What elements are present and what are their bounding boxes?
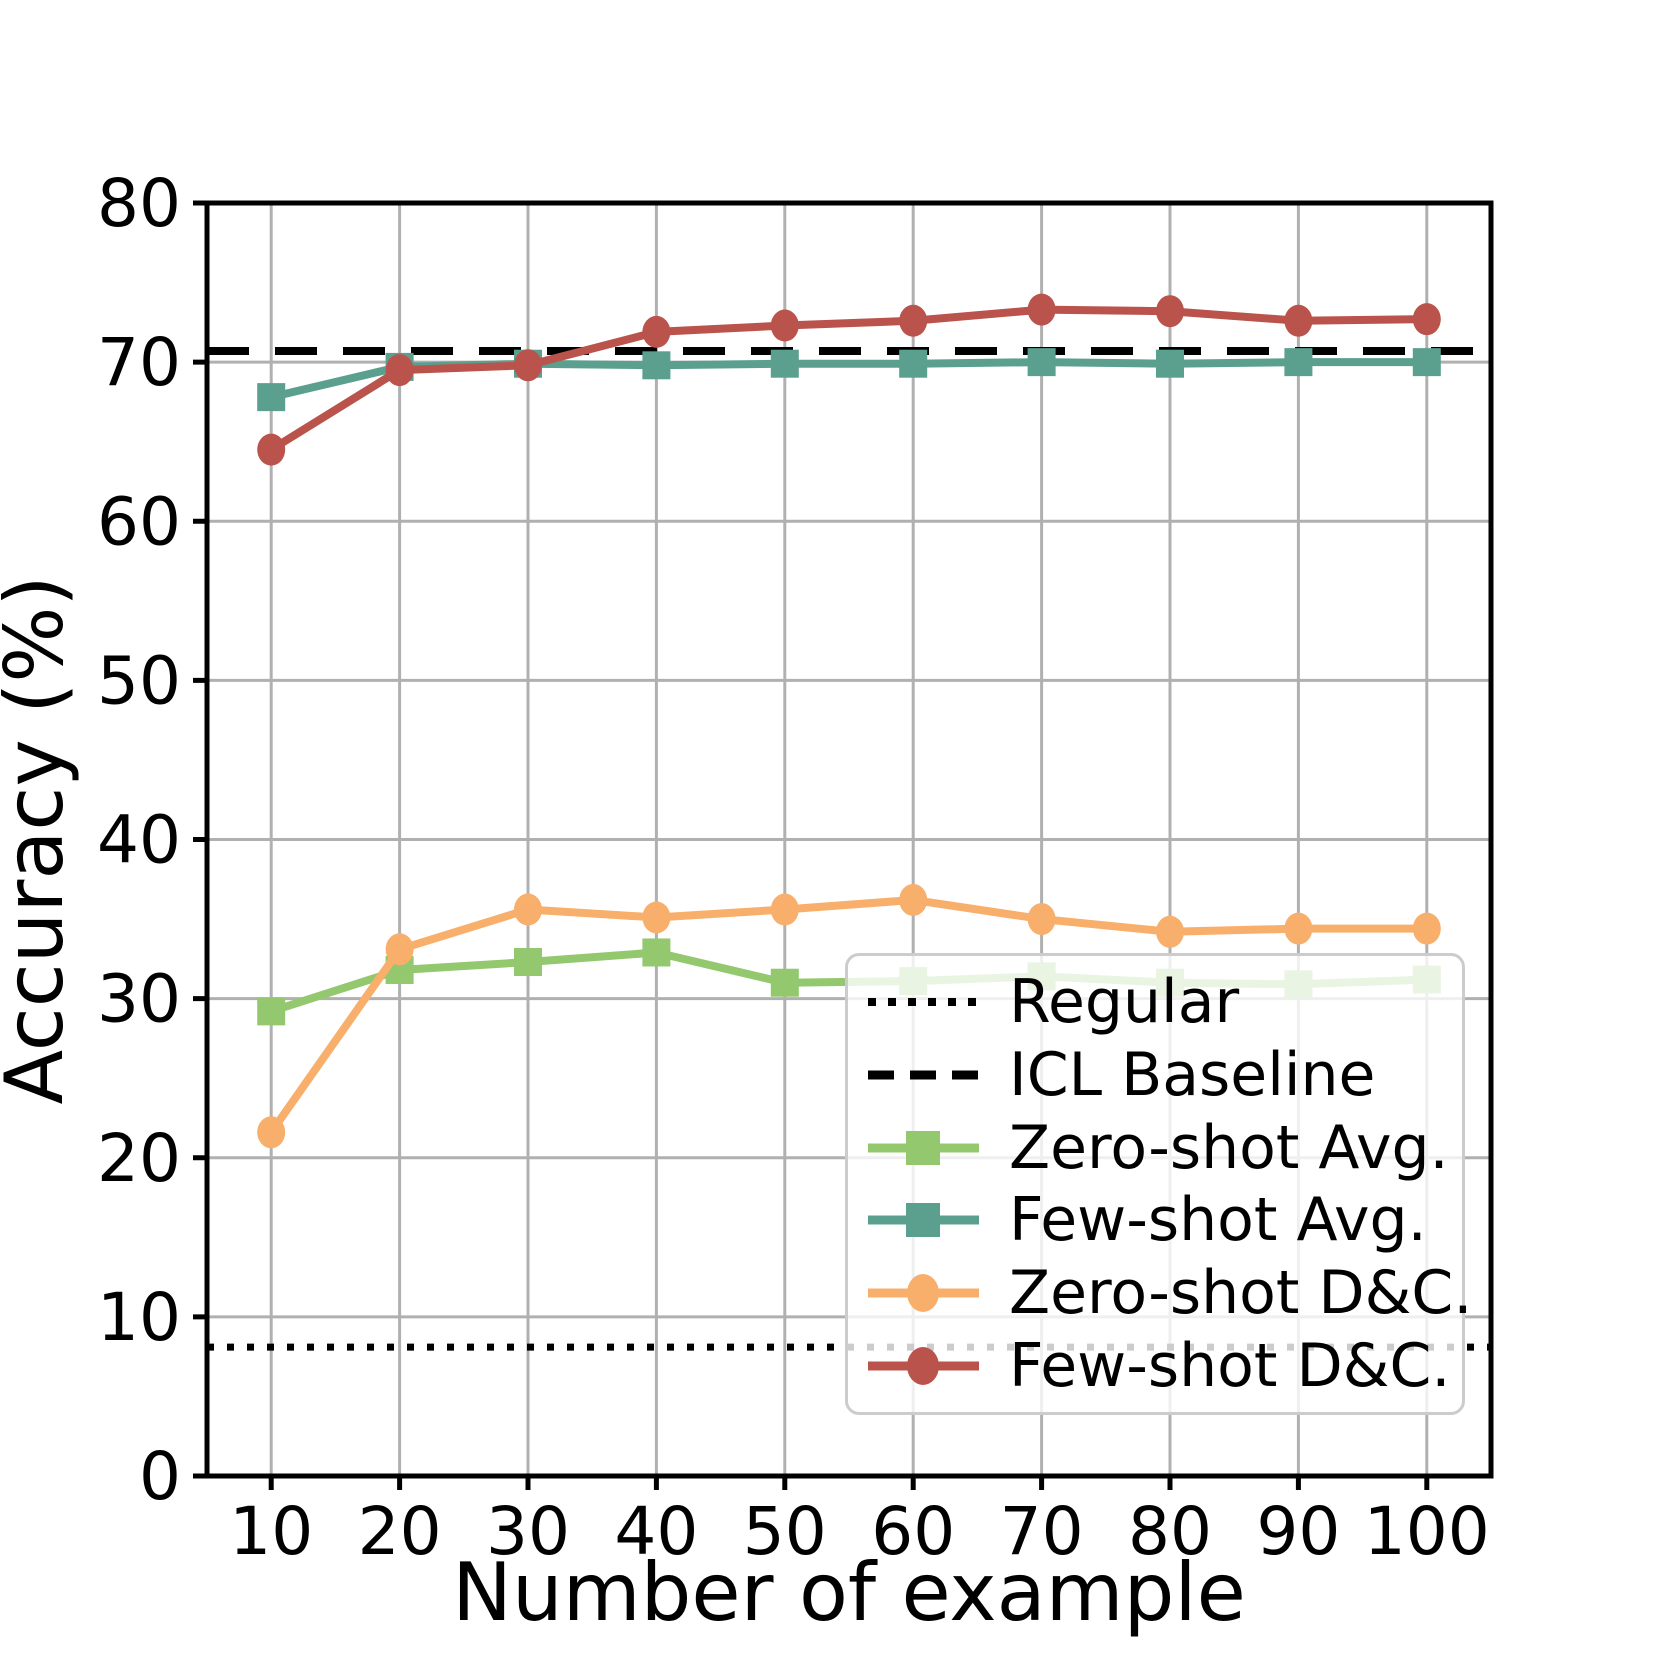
legend: Regular ICL Baseline Zero-shot Avg. Few-… bbox=[845, 953, 1472, 1415]
legend-label: Zero-shot D&C. bbox=[1009, 1257, 1473, 1328]
x-tick-label-20: 20 bbox=[358, 1493, 442, 1570]
circle-marker bbox=[514, 893, 542, 926]
legend-label: Zero-shot Avg. bbox=[1009, 1112, 1449, 1183]
circle-marker bbox=[642, 315, 671, 348]
x-tick-label-30: 30 bbox=[486, 1493, 570, 1570]
red-circle-line-sample bbox=[868, 1346, 979, 1385]
y-tick-label-10: 10 bbox=[97, 1279, 181, 1356]
circle-marker bbox=[1412, 303, 1441, 336]
circle-marker bbox=[257, 1116, 286, 1149]
circle-marker bbox=[1156, 915, 1184, 948]
circle-marker bbox=[770, 893, 799, 926]
y-tick-label-70: 70 bbox=[97, 324, 181, 401]
circle-marker bbox=[1027, 903, 1056, 936]
square-marker bbox=[1156, 349, 1184, 378]
circle-marker bbox=[899, 883, 928, 916]
circle-marker bbox=[1412, 912, 1441, 945]
legend-label: Few-shot Avg. bbox=[1009, 1185, 1427, 1256]
circle-marker bbox=[385, 933, 414, 966]
x-tick-label-40: 40 bbox=[614, 1493, 698, 1570]
square-marker bbox=[1027, 348, 1056, 377]
axis-ticks bbox=[193, 200, 1430, 1490]
legend-item-icl-baseline: ICL Baseline bbox=[866, 1041, 1444, 1109]
legend-item-few-shot-dc: Few-shot D&C. bbox=[866, 1332, 1450, 1400]
square-marker bbox=[1412, 348, 1441, 377]
green-square-line-sample bbox=[868, 1130, 979, 1165]
y-tick-label-60: 60 bbox=[97, 483, 181, 560]
series-zero-shot-d-c- bbox=[257, 883, 1441, 1149]
x-tick-label-80: 80 bbox=[1128, 1493, 1212, 1570]
y-axis-label: Accuracy (%) bbox=[0, 575, 81, 1104]
data-series bbox=[257, 293, 1441, 1149]
x-tick-label-100: 100 bbox=[1364, 1493, 1490, 1570]
series-few-shot-avg- bbox=[257, 348, 1441, 412]
y-tick-label-0: 0 bbox=[139, 1438, 181, 1515]
y-tick-label-30: 30 bbox=[97, 961, 181, 1038]
circle-marker bbox=[1284, 304, 1313, 337]
dotted-line-sample bbox=[868, 998, 979, 1007]
y-tick-label-50: 50 bbox=[97, 642, 181, 719]
legend-label: Regular bbox=[1009, 967, 1240, 1038]
circle-marker bbox=[514, 349, 542, 382]
square-marker bbox=[257, 383, 286, 412]
tick-labels: 10 20 30 40 50 60 70 80 90 100 0 10 20 30 40 50 60 70 80 bbox=[97, 165, 1490, 1570]
y-tick-label-80: 80 bbox=[97, 165, 181, 242]
square-marker bbox=[899, 349, 928, 378]
circle-marker bbox=[642, 901, 671, 934]
legend-label: ICL Baseline bbox=[1009, 1039, 1376, 1110]
square-marker bbox=[906, 1203, 940, 1238]
square-marker bbox=[514, 948, 542, 977]
y-tick-label-40: 40 bbox=[97, 802, 181, 879]
circle-marker bbox=[1027, 293, 1056, 326]
legend-label: Few-shot D&C. bbox=[1009, 1330, 1451, 1401]
legend-item-zero-shot-avg: Zero-shot Avg. bbox=[866, 1114, 1449, 1182]
square-marker bbox=[642, 938, 671, 967]
circle-marker bbox=[1156, 295, 1184, 328]
x-tick-label-90: 90 bbox=[1256, 1493, 1340, 1570]
square-marker bbox=[1284, 348, 1313, 377]
square-marker bbox=[642, 351, 671, 380]
series-few-shot-d-c- bbox=[257, 293, 1441, 466]
legend-item-few-shot-avg: Few-shot Avg. bbox=[866, 1186, 1444, 1254]
orange-circle-line-sample bbox=[868, 1273, 979, 1312]
circle-marker bbox=[257, 433, 286, 466]
circle-marker bbox=[899, 304, 928, 337]
series-line bbox=[267, 305, 1431, 454]
x-tick-label-60: 60 bbox=[871, 1493, 955, 1570]
circle-marker bbox=[907, 1273, 939, 1312]
dashed-line-sample bbox=[868, 1070, 979, 1080]
series-line bbox=[267, 895, 1431, 1137]
legend-item-regular: Regular bbox=[866, 968, 1444, 1036]
circle-marker bbox=[1284, 912, 1313, 945]
y-tick-label-20: 20 bbox=[97, 1120, 181, 1197]
x-tick-label-70: 70 bbox=[1000, 1493, 1084, 1570]
teal-square-line-sample bbox=[868, 1203, 979, 1238]
circle-marker bbox=[770, 309, 799, 342]
legend-item-zero-shot-dc: Zero-shot D&C. bbox=[866, 1259, 1472, 1327]
square-marker bbox=[770, 968, 799, 997]
square-marker bbox=[257, 997, 286, 1026]
x-tick-label-10: 10 bbox=[229, 1493, 313, 1570]
x-tick-label-50: 50 bbox=[743, 1493, 827, 1570]
square-marker bbox=[770, 349, 799, 378]
circle-marker bbox=[385, 354, 414, 387]
square-marker bbox=[906, 1130, 940, 1165]
x-axis-label: Number of example bbox=[452, 1546, 1246, 1639]
circle-marker bbox=[907, 1346, 939, 1385]
